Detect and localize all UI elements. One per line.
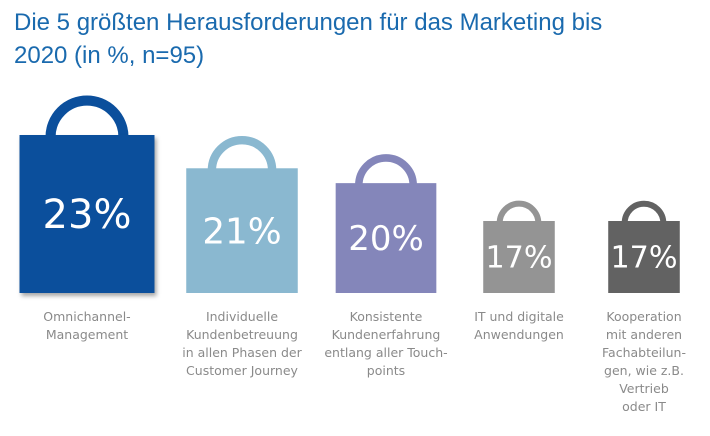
data-label: 17% [485,240,552,275]
data-label: 21% [202,211,281,252]
category-label: Konsistente Kundenerfahrung entlang aller … [316,308,456,380]
category-label: IT und digitale Anwendungen [449,308,589,344]
category-label-line: in allen Phasen der [182,345,302,360]
category-label-line: mit anderen [605,327,683,342]
category-label-line: oder IT [622,399,666,414]
bar [335,183,437,293]
category-label-line: Kooperation [606,309,682,324]
category-label-line: Customer Journey [186,363,298,378]
bag-handle [207,136,277,171]
category-label: Omnichannel- Management [17,308,157,344]
category-label-line: points [366,363,406,378]
bar [186,168,298,293]
bag-handle [355,154,417,186]
bag-bar: 21% [186,136,298,293]
category-label-line: Individuelle [205,309,279,324]
bar [608,221,680,293]
bar [483,221,555,293]
chart-title: Die 5 größten Herausforderungen für das … [14,6,704,72]
category-label-line: Anwendungen [474,327,564,342]
data-label: 17% [610,240,677,275]
title-line-2: 2020 (in %, n=95) [14,42,205,69]
bag-handle [496,200,542,224]
category-label: Individuelle Kundenbetreuung in allen Phas… [172,308,312,380]
category-label-line: Management [45,327,129,342]
category-label-line: IT und digitale [474,309,564,324]
category-label: Kooperation mit anderen Fachabteilun-gen, … [574,308,710,416]
bag-handle [45,95,129,138]
bag-bar: 17% [483,200,555,293]
category-label-line: Omnichannel- [43,309,131,324]
bag-bar: 17% [608,200,680,293]
category-label-line: entlang aller Touch- [324,345,448,360]
data-label: 20% [348,219,424,259]
category-label-line: Kundenbetreuung [186,327,298,342]
bag-bar: 20% [335,154,437,293]
title-line-1: Die 5 größten Herausforderungen für das … [14,9,603,36]
category-label-line: Vertrieb [619,381,669,396]
category-label-line: Konsistente [349,309,423,324]
category-label-line: gen, wie z.B. [604,363,684,378]
bag-bar: 23% [19,95,155,293]
category-label-line: Fachabteilun- [602,345,686,360]
bag-handle [621,200,667,224]
category-label-line: Kundenerfahrung [331,327,441,342]
bar [19,135,155,293]
data-label: 23% [43,192,132,238]
